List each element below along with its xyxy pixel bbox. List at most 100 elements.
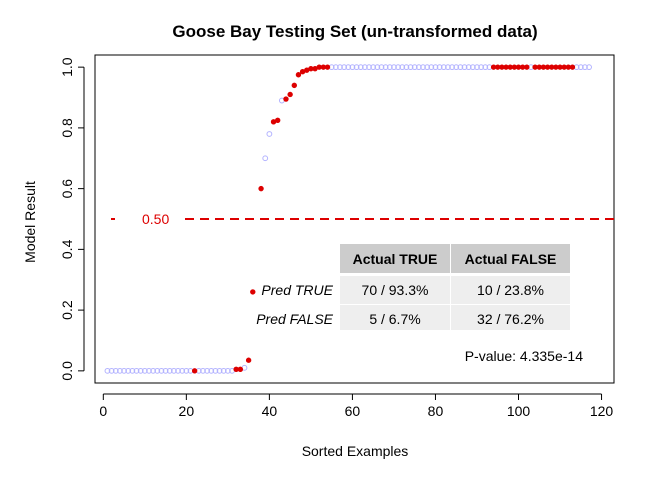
- data-point: [386, 64, 393, 71]
- data-point: [204, 367, 211, 374]
- table-cell: [340, 305, 450, 330]
- p-value-annotation: P-value: 4.335e-14: [465, 348, 584, 364]
- data-point: [137, 367, 144, 374]
- data-point: [141, 367, 148, 374]
- data-point: [349, 64, 356, 71]
- data-point: [345, 64, 352, 71]
- threshold-group: 0.50: [111, 211, 614, 227]
- data-point: [250, 289, 256, 295]
- data-point: [258, 185, 264, 192]
- table-header-cell: [340, 244, 450, 273]
- data-point: [474, 64, 480, 71]
- y-tick-label: 1.0: [59, 57, 75, 77]
- table-cell-value: 5 / 6.7%: [369, 311, 420, 327]
- data-point: [411, 64, 418, 71]
- data-point: [478, 64, 485, 71]
- data-point: [524, 64, 530, 70]
- data-point: [216, 367, 223, 374]
- table-cell: [451, 276, 570, 304]
- data-point: [212, 367, 219, 374]
- y-axis-label: Model Result: [22, 181, 38, 263]
- data-point: [179, 367, 186, 374]
- data-point: [366, 64, 372, 71]
- y-axis: 0.0 0.2 0.4 0.6 0.8 1.0: [59, 57, 85, 381]
- table-header-label: Actual TRUE: [353, 251, 438, 267]
- data-point: [395, 64, 401, 71]
- data-point: [445, 64, 451, 71]
- data-point: [117, 367, 123, 374]
- data-point: [237, 366, 244, 373]
- data-point: [287, 91, 293, 98]
- data-point: [108, 367, 115, 374]
- data-point: [577, 64, 584, 71]
- data-point: [166, 367, 173, 374]
- table-cell-value: 32 / 76.2%: [477, 311, 544, 327]
- data-point: [391, 64, 397, 71]
- data-points: [104, 64, 592, 374]
- data-point: [357, 64, 364, 71]
- data-point: [449, 64, 455, 71]
- data-point: [482, 64, 489, 71]
- data-point: [469, 64, 476, 71]
- data-point: [415, 64, 422, 71]
- table-header-label: Actual FALSE: [465, 251, 557, 267]
- data-point: [175, 367, 181, 374]
- confusion-table: Actual TRUE Actual FALSE Pred TRUE 70 / 93.…: [256, 244, 570, 330]
- data-point: [341, 64, 348, 71]
- data-point: [582, 64, 588, 71]
- x-tick-label: 0: [99, 403, 107, 419]
- data-point: [133, 367, 140, 374]
- data-point: [453, 64, 460, 71]
- data-point: [158, 367, 165, 374]
- data-point: [112, 367, 119, 374]
- x-tick-label: 120: [590, 403, 614, 419]
- x-tick-label: 20: [179, 403, 195, 419]
- table-cell-value: 10 / 23.8%: [477, 282, 544, 298]
- data-point: [403, 64, 410, 71]
- y-tick-label: 0.8: [59, 118, 75, 138]
- data-point: [208, 367, 215, 374]
- y-tick-label: 0.4: [59, 239, 75, 259]
- y-tick-label: 0.0: [59, 361, 75, 381]
- table-row-label: Pred FALSE: [256, 311, 333, 327]
- data-point: [465, 64, 472, 71]
- data-point: [274, 117, 281, 123]
- data-point: [220, 367, 227, 374]
- data-point: [200, 367, 206, 374]
- data-point: [224, 367, 231, 374]
- data-point: [162, 367, 169, 374]
- data-point: [295, 72, 302, 78]
- data-point: [146, 367, 152, 374]
- table-cell: [340, 276, 450, 304]
- data-point: [266, 131, 273, 137]
- chart-title: Goose Bay Testing Set (un-transformed da…: [172, 22, 537, 41]
- x-tick-label: 60: [345, 403, 361, 419]
- data-point: [150, 367, 157, 374]
- table-cell-value: 70 / 93.3%: [362, 282, 429, 298]
- y-tick-label: 0.2: [59, 300, 75, 320]
- data-point: [432, 64, 439, 71]
- data-point: [129, 367, 136, 374]
- data-point: [183, 367, 190, 374]
- x-tick-label: 80: [428, 403, 444, 419]
- x-axis: 0 20 40 60 80 100 120: [99, 393, 614, 419]
- data-point: [461, 64, 468, 71]
- y-tick-label: 0.6: [59, 179, 75, 199]
- data-point: [424, 64, 431, 71]
- table-cell: [451, 305, 570, 330]
- data-point: [191, 368, 198, 374]
- data-point: [291, 82, 297, 89]
- data-point: [262, 155, 269, 162]
- data-point: [283, 96, 289, 102]
- data-point: [370, 64, 377, 71]
- data-point: [440, 64, 447, 71]
- data-point: [378, 64, 385, 71]
- data-point: [104, 367, 111, 374]
- data-point: [457, 64, 464, 71]
- data-point: [428, 64, 435, 71]
- threshold-label: 0.50: [142, 211, 169, 227]
- data-point: [154, 367, 161, 374]
- data-point: [353, 64, 360, 71]
- x-tick-label: 100: [507, 403, 531, 419]
- data-point: [337, 64, 343, 71]
